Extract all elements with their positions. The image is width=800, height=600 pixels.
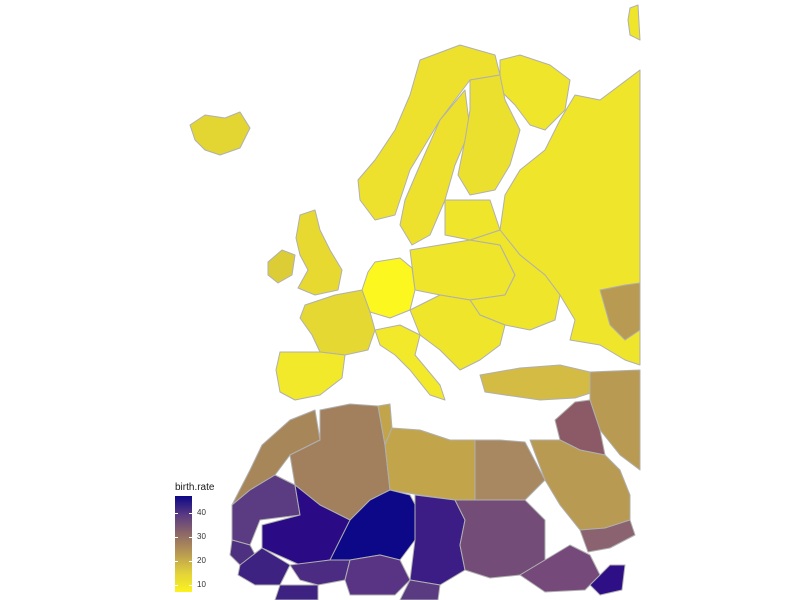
country-kazakhstan <box>599 282 641 341</box>
country-spain <box>275 351 346 401</box>
country-united-kingdom <box>295 209 343 296</box>
country-france <box>299 289 376 356</box>
legend-color-bar <box>175 496 192 592</box>
country-central-europe <box>409 294 506 371</box>
country-italy <box>374 324 446 401</box>
legend-tick-label: 40 <box>197 507 206 517</box>
country-poland <box>409 239 516 301</box>
country-ghana <box>274 584 319 600</box>
country-ethiopia <box>519 544 601 593</box>
country-libya <box>384 427 476 501</box>
legend-tick-label: 30 <box>197 531 206 541</box>
country-baltics <box>444 199 501 241</box>
legend-ticks: 40 30 20 10 <box>175 496 235 592</box>
country-cameroon <box>399 579 441 600</box>
country-norway <box>357 44 501 221</box>
country-chad <box>409 494 466 586</box>
country-germany <box>361 257 416 319</box>
country-ukraine <box>469 229 561 331</box>
country-iceland <box>189 111 251 156</box>
country-somalia <box>589 564 626 596</box>
country-turkey <box>479 364 601 401</box>
legend-title: birth.rate <box>175 482 215 493</box>
country-sudan <box>454 499 546 579</box>
map-legend: birth.rate 40 30 20 10 <box>175 482 235 592</box>
country-nigeria <box>344 554 411 596</box>
country-sweden <box>399 89 471 246</box>
country-finland <box>457 74 521 196</box>
country-russia-north <box>499 54 571 131</box>
country-ireland <box>267 249 296 284</box>
country-russia-island <box>627 4 641 41</box>
legend-tick-label: 20 <box>197 555 206 565</box>
legend-body: 40 30 20 10 <box>175 496 235 592</box>
country-burkina-faso <box>289 559 351 586</box>
legend-tick-label: 10 <box>197 579 206 589</box>
country-yemen <box>579 519 636 553</box>
country-saudi-arabia <box>529 439 631 531</box>
